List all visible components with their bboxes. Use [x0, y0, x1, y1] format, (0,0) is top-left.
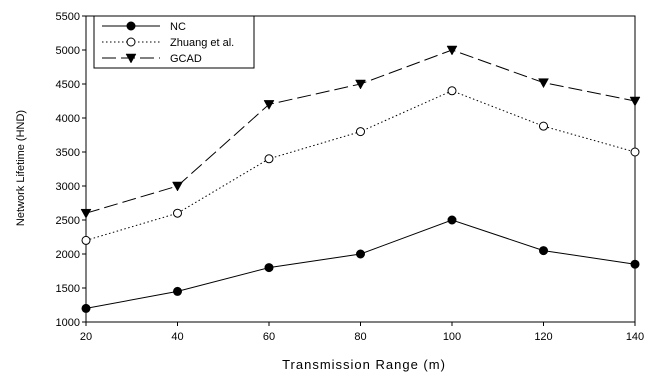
y-tick-label: 1000 — [56, 317, 80, 329]
legend-marker — [126, 37, 136, 47]
data-point — [356, 249, 365, 259]
y-tick-label: 1500 — [56, 283, 80, 295]
y-tick-label: 5000 — [56, 45, 80, 57]
x-tick-label: 60 — [263, 331, 275, 343]
data-point — [539, 121, 548, 131]
series-line-0 — [85, 219, 636, 309]
x-tick-label: 20 — [80, 331, 92, 343]
y-tick-label: 2000 — [56, 249, 80, 261]
x-tick-label: 80 — [354, 331, 366, 343]
y-tick-label: 4000 — [56, 113, 80, 125]
legend-label: Zhuang et al. — [170, 37, 234, 49]
y-tick-label: 4500 — [56, 79, 80, 91]
data-point — [264, 154, 274, 164]
y-axis-label: Network Lifetime (HND) — [15, 110, 27, 226]
x-tick-label: 40 — [171, 331, 183, 343]
data-point — [539, 246, 548, 256]
data-point — [355, 79, 366, 90]
data-point — [446, 45, 458, 56]
data-point — [447, 215, 457, 225]
y-tick-label: 5500 — [56, 11, 80, 23]
data-point — [630, 259, 640, 269]
data-point — [538, 78, 549, 89]
legend-label: GCAD — [170, 53, 202, 65]
data-point — [264, 263, 274, 273]
x-tick-label: 140 — [626, 331, 644, 343]
legend-marker — [125, 53, 137, 64]
data-point — [356, 127, 365, 137]
x-tick-label: 100 — [443, 331, 461, 343]
legend-label: NC — [170, 21, 186, 33]
x-axis-label: Transmission Range (m) — [282, 357, 446, 372]
series-line-1 — [85, 90, 636, 241]
data-point — [80, 208, 92, 219]
data-point — [81, 303, 91, 313]
y-tick-label: 3500 — [56, 147, 80, 159]
legend-box — [93, 15, 255, 69]
plot-area: 1000 1500 2000 2500 3000 3500 4000 4500 5000 5500… — [56, 11, 645, 343]
data-point — [447, 86, 457, 96]
data-point — [81, 235, 91, 245]
y-tick-label: 3000 — [56, 181, 80, 193]
data-point — [630, 147, 640, 157]
data-point — [173, 286, 182, 296]
x-tick-label: 120 — [534, 331, 552, 343]
data-point — [629, 96, 641, 107]
y-tick-label: 2500 — [56, 215, 80, 227]
data-point — [263, 100, 275, 110]
data-point — [172, 181, 183, 192]
data-point — [173, 208, 182, 218]
legend-marker — [126, 21, 136, 31]
